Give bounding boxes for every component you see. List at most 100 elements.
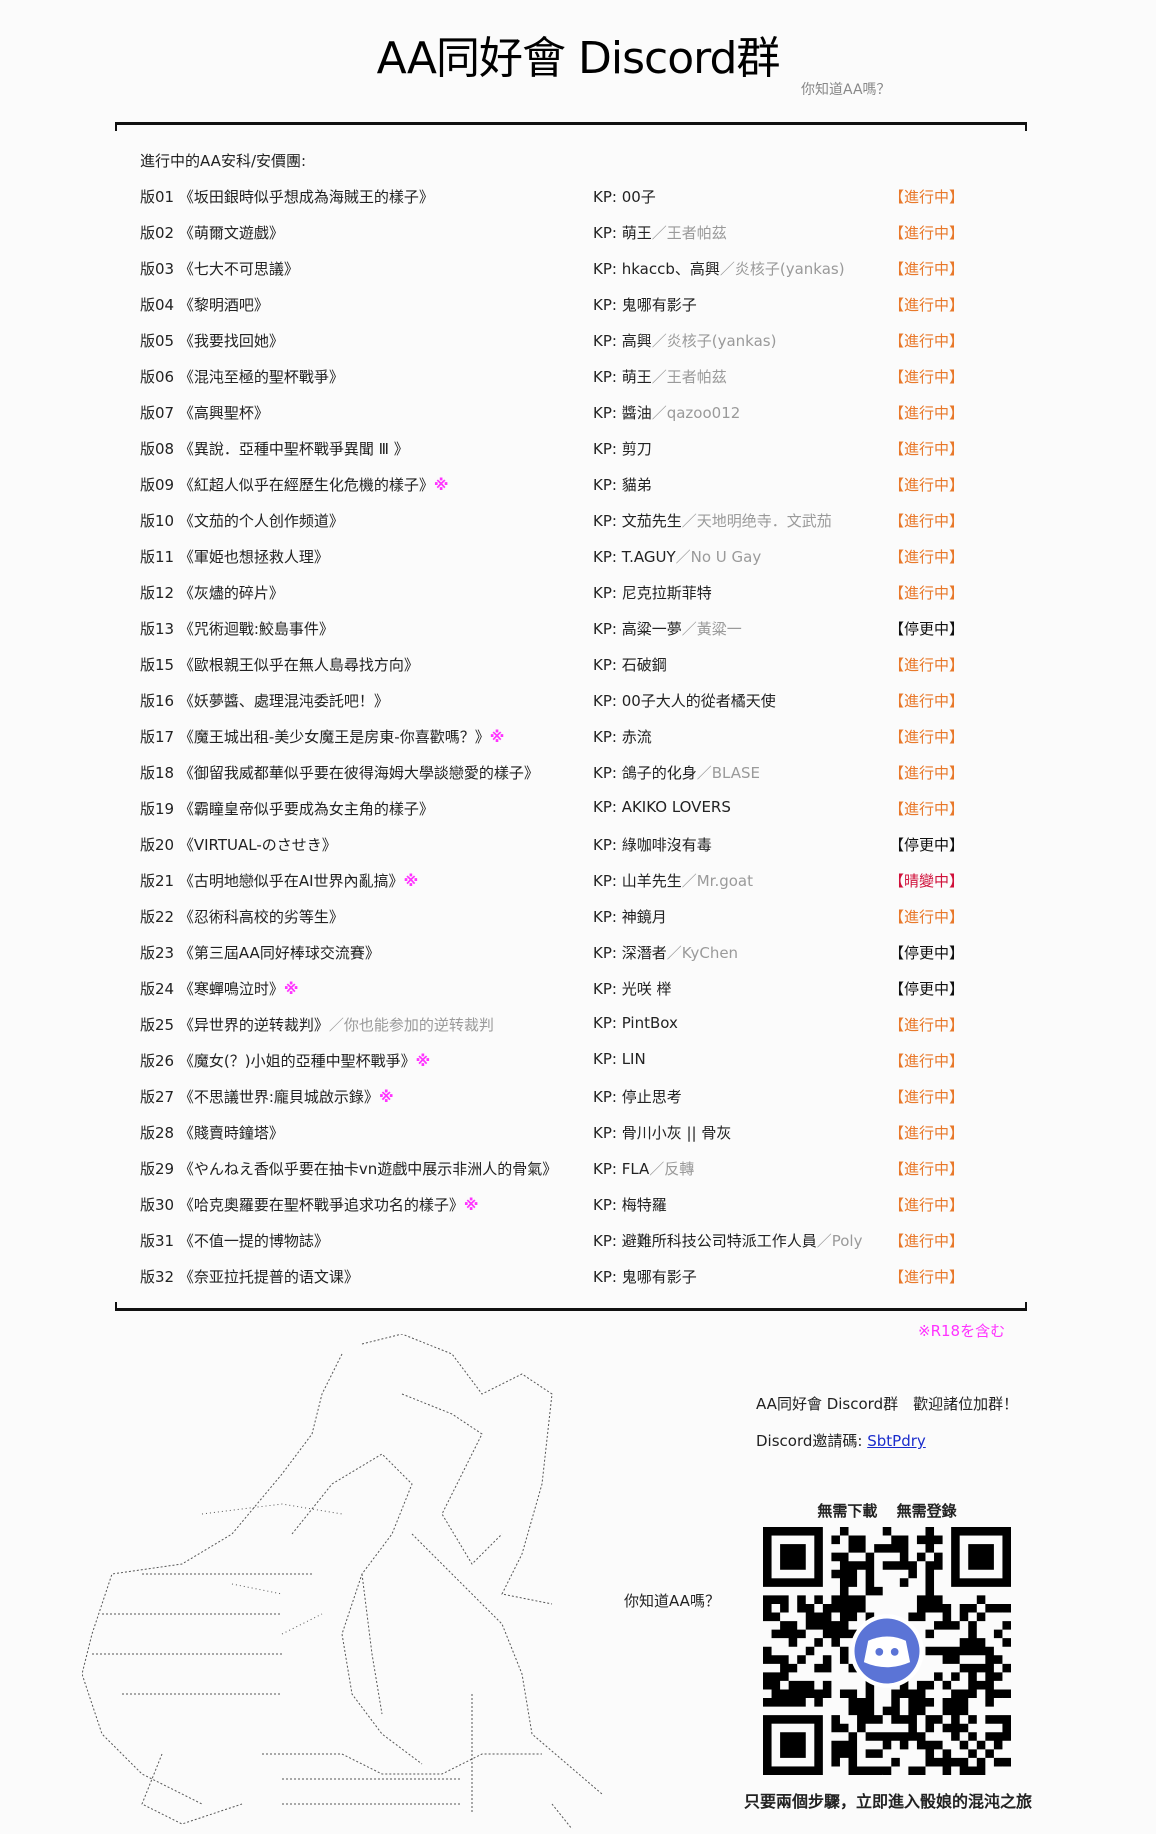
session-title: 版25 《异世界的逆转裁判》／你也能参加的逆转裁判 bbox=[140, 1014, 494, 1035]
r18-mark: ※ bbox=[403, 872, 419, 890]
qr-caption: 只要兩個步驟，立即進入骰娘的混沌之旅 bbox=[744, 1792, 1033, 1811]
session-title: 版09 《紅超人似乎在經歷生化危機的樣子》※ bbox=[140, 474, 448, 495]
kp-cell: KP: 深潛者／KyChen bbox=[593, 942, 738, 963]
kp-cell: KP: 文茄先生／天地明绝寺．文武茄 bbox=[593, 510, 832, 531]
session-title: 版13 《咒術迴戰:鮫島事件》 bbox=[140, 618, 334, 639]
board-number: 版17 bbox=[140, 728, 175, 746]
kp-name: KP: 00子 bbox=[593, 188, 656, 206]
session-title: 版05 《我要找回她》 bbox=[140, 330, 284, 351]
board-number: 版13 bbox=[140, 620, 175, 638]
status-badge: 【進行中】 bbox=[889, 764, 965, 782]
title-text: 《奈亚拉托提普的语文课》 bbox=[178, 1268, 359, 1286]
invite-line: Discord邀請碼: SbtPdry bbox=[756, 1430, 926, 1451]
kp-alias: ／qazoo012 bbox=[651, 404, 741, 422]
kp-alias: ／Poly bbox=[816, 1232, 863, 1250]
kp-cell: KP: 00子大人的從者橘天使 bbox=[593, 690, 776, 711]
kp-alias: ／反轉 bbox=[649, 1160, 695, 1178]
kp-cell: KP: 鴿子的化身／BLASE bbox=[593, 762, 760, 783]
title-text: 《哈克奧羅要在聖杯戰爭追求功名的樣子》 bbox=[178, 1196, 464, 1214]
title-text: 《軍姫也想拯救人理》 bbox=[178, 548, 329, 566]
invite-label: Discord邀請碼: bbox=[756, 1432, 863, 1450]
session-row: 版22 《忍術科高校的劣等生》 KP: 神鏡月 【進行中】 bbox=[140, 906, 1020, 930]
bottom-divider bbox=[115, 1308, 1027, 1311]
status-badge: 【進行中】 bbox=[889, 548, 965, 566]
kp-alias: ／BLASE bbox=[696, 764, 760, 782]
kp-alias: ／KyChen bbox=[666, 944, 739, 962]
kp-name: KP: 骨川小灰 || 骨灰 bbox=[593, 1124, 732, 1142]
session-row: 版09 《紅超人似乎在經歷生化危機的樣子》※ KP: 貓弟 【進行中】 bbox=[140, 474, 1020, 498]
session-row: 版06 《混沌至極的聖杯戰爭》 KP: 萌王／王者帕茲 【進行中】 bbox=[140, 366, 1020, 390]
board-number: 版30 bbox=[140, 1196, 175, 1214]
session-row: 版10 《文茄的个人创作频道》 KP: 文茄先生／天地明绝寺．文武茄 【進行中】 bbox=[140, 510, 1020, 534]
kp-name: KP: AKIKO LOVERS bbox=[593, 798, 731, 816]
qr-finder-pattern bbox=[763, 1527, 823, 1587]
session-row: 版01 《坂田銀時似乎想成為海賊王的樣子》 KP: 00子 【進行中】 bbox=[140, 186, 1020, 210]
session-row: 版03 《七大不可思議》 KP: hkaccb、高興／炎核子(yankas) 【進行… bbox=[140, 258, 1020, 282]
session-title: 版18 《御留我威都華似乎要在彼得海姆大學談戀愛的樣子》 bbox=[140, 762, 539, 783]
qr-modules bbox=[763, 1527, 1011, 1775]
title-text: 《文茄的个人创作频道》 bbox=[178, 512, 344, 530]
discord-qr-code[interactable] bbox=[763, 1527, 1011, 1775]
invite-code-link[interactable]: SbtPdry bbox=[867, 1432, 926, 1450]
kp-cell: KP: T.AGUY／No U Gay bbox=[593, 546, 761, 567]
kp-cell: KP: 梅特羅 bbox=[593, 1194, 667, 1215]
kp-cell: KP: 尼克拉斯菲特 bbox=[593, 582, 712, 603]
session-row: 版05 《我要找回她》 KP: 高興／炎核子(yankas) 【進行中】 bbox=[140, 330, 1020, 354]
status-badge: 【進行中】 bbox=[889, 476, 965, 494]
board-number: 版21 bbox=[140, 872, 175, 890]
kp-name: KP: 萌王 bbox=[593, 224, 652, 242]
session-title: 版32 《奈亚拉托提普的语文课》 bbox=[140, 1266, 359, 1287]
kp-cell: KP: 停止思考 bbox=[593, 1086, 682, 1107]
kp-cell: KP: 萌王／王者帕茲 bbox=[593, 222, 727, 243]
status-badge: 【進行中】 bbox=[889, 1160, 965, 1178]
r18-mark: ※ bbox=[489, 728, 505, 746]
list-heading: 進行中的AA安科/安價團: bbox=[140, 152, 307, 170]
board-number: 版09 bbox=[140, 476, 175, 494]
session-title: 版01 《坂田銀時似乎想成為海賊王的樣子》 bbox=[140, 186, 434, 207]
kp-cell: KP: hkaccb、高興／炎核子(yankas) bbox=[593, 258, 845, 279]
session-row: 版12 《灰燼的碎片》 KP: 尼克拉斯菲特 【進行中】 bbox=[140, 582, 1020, 606]
board-number: 版10 bbox=[140, 512, 175, 530]
session-title: 版16 《妖夢醬、處理混沌委託吧！》 bbox=[140, 690, 389, 711]
title-extra: ／你也能参加的逆转裁判 bbox=[328, 1016, 494, 1034]
session-row: 版23 《第三屆AA同好棒球交流賽》 KP: 深潛者／KyChen 【停更中】 bbox=[140, 942, 1020, 966]
page-subtitle: 你知道AA嗎？ bbox=[801, 82, 891, 98]
status-badge: 【進行中】 bbox=[889, 1268, 965, 1286]
session-row: 版30 《哈克奧羅要在聖杯戰爭追求功名的樣子》※ KP: 梅特羅 【進行中】 bbox=[140, 1194, 1020, 1218]
title-text: 《七大不可思議》 bbox=[178, 260, 299, 278]
board-number: 版07 bbox=[140, 404, 175, 422]
title-text: 《不值一提的博物誌》 bbox=[178, 1232, 329, 1250]
kp-cell: KP: 貓弟 bbox=[593, 474, 652, 495]
kp-cell: KP: PintBox bbox=[593, 1014, 678, 1032]
status-badge: 【進行中】 bbox=[889, 188, 965, 206]
title-text: 《御留我威都華似乎要在彼得海姆大學談戀愛的樣子》 bbox=[178, 764, 539, 782]
page-title: AA同好會 Discord群 bbox=[376, 33, 781, 84]
kp-name: KP: 剪刀 bbox=[593, 440, 652, 458]
kp-cell: KP: FLA／反轉 bbox=[593, 1158, 694, 1179]
session-row: 版07 《高興聖杯》 KP: 醬油／qazoo012 【進行中】 bbox=[140, 402, 1020, 426]
welcome-text: AA同好會 Discord群 歡迎諸位加群！ bbox=[756, 1395, 1019, 1413]
title-text: 《不思議世界:龐貝城啟示錄》 bbox=[178, 1088, 379, 1106]
board-number: 版32 bbox=[140, 1268, 175, 1286]
session-title: 版21 《古明地戀似乎在AI世界內亂搞》※ bbox=[140, 870, 418, 891]
kp-name: KP: T.AGUY bbox=[593, 548, 676, 566]
status-badge: 【停更中】 bbox=[889, 620, 965, 638]
qr-heading: 無需下載 無需登錄 bbox=[817, 1502, 957, 1520]
title-text: 《寒蟬鳴泣时》 bbox=[178, 980, 284, 998]
board-number: 版20 bbox=[140, 836, 175, 854]
status-badge: 【進行中】 bbox=[889, 728, 965, 746]
kp-name: KP: 萌王 bbox=[593, 368, 652, 386]
kp-alias: ／黃粱一 bbox=[681, 620, 742, 638]
session-row: 版27 《不思議世界:龐貝城啟示錄》※ KP: 停止思考 【進行中】 bbox=[140, 1086, 1020, 1110]
title-text: 《混沌至極的聖杯戰爭》 bbox=[178, 368, 344, 386]
kp-cell: KP: 避難所科技公司特派工作人員／Poly bbox=[593, 1230, 862, 1251]
session-row: 版18 《御留我威都華似乎要在彼得海姆大學談戀愛的樣子》 KP: 鴿子的化身／BL… bbox=[140, 762, 1020, 786]
session-row: 版28 《賤賣時鐘塔》 KP: 骨川小灰 || 骨灰 【進行中】 bbox=[140, 1122, 1020, 1146]
session-row: 版24 《寒蟬鳴泣时》※ KP: 光咲 榉 【停更中】 bbox=[140, 978, 1020, 1002]
session-title: 版08 《異說．亞種中聖杯戰爭異聞 Ⅲ 》 bbox=[140, 438, 409, 459]
board-number: 版01 bbox=[140, 188, 175, 206]
session-row: 版16 《妖夢醬、處理混沌委託吧！》 KP: 00子大人的從者橘天使 【進行中】 bbox=[140, 690, 1020, 714]
session-title: 版30 《哈克奧羅要在聖杯戰爭追求功名的樣子》※ bbox=[140, 1194, 478, 1215]
kp-cell: KP: 綠咖啡沒有毒 bbox=[593, 834, 712, 855]
r18-mark: ※ bbox=[415, 1052, 431, 1070]
